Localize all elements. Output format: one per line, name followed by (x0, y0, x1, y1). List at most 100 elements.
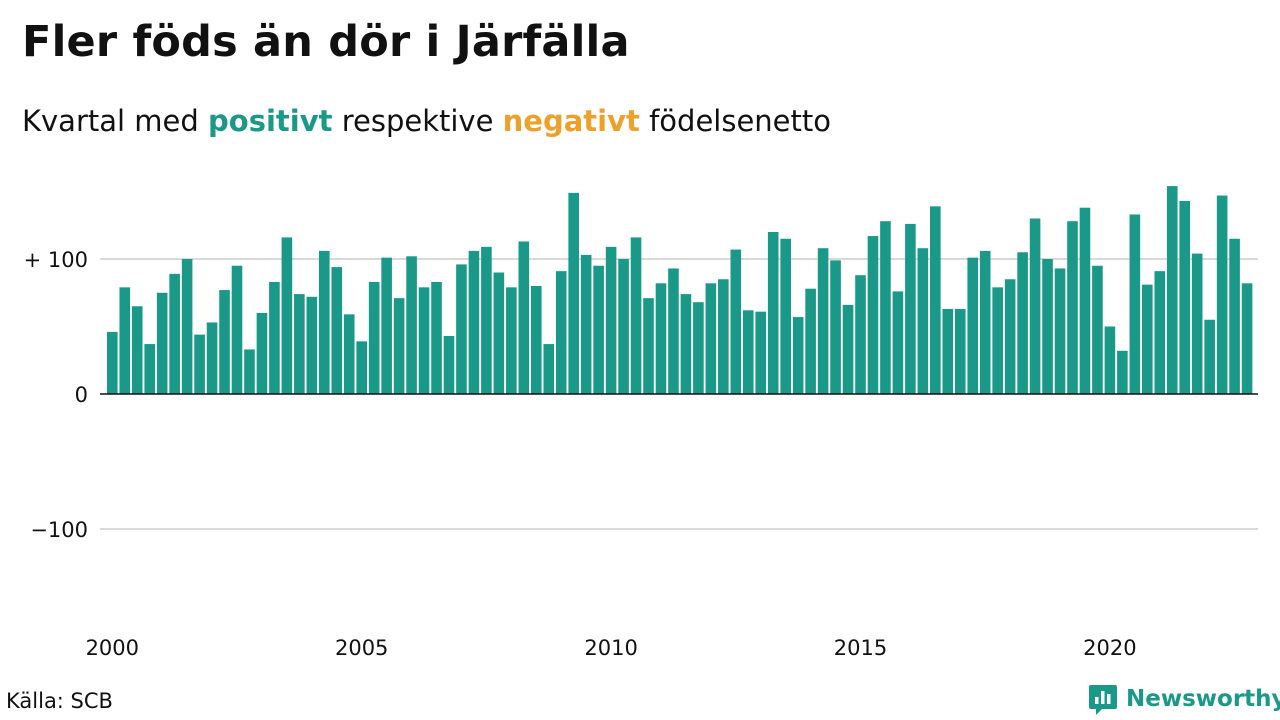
bar (668, 268, 679, 394)
bar (306, 296, 318, 394)
bar (767, 232, 779, 394)
bar (468, 250, 480, 394)
bar (1241, 283, 1253, 394)
bar (256, 313, 268, 394)
bar (418, 287, 430, 394)
bar (1204, 319, 1215, 394)
bar (730, 249, 742, 394)
bar (605, 246, 617, 394)
bar (518, 241, 530, 394)
bar (630, 237, 642, 394)
bar (281, 237, 293, 394)
bar (742, 310, 754, 394)
bar (331, 267, 343, 394)
bar (443, 335, 455, 394)
subtitle-negative-word: negativt (502, 104, 640, 138)
bar (892, 291, 904, 394)
bar (1079, 207, 1091, 394)
bar (967, 257, 979, 394)
x-tick-label: 2010 (584, 636, 637, 660)
y-tick-label: + 100 (24, 248, 88, 272)
bar (194, 334, 205, 394)
bar (593, 265, 604, 394)
bar (1229, 238, 1240, 394)
bar (1142, 284, 1153, 394)
bar (992, 287, 1003, 394)
bar (1017, 252, 1028, 394)
bar (780, 238, 791, 394)
bar (1117, 350, 1128, 394)
bar (917, 248, 929, 394)
y-tick-label: 0 (75, 383, 88, 407)
bar (655, 283, 667, 394)
bar (1054, 268, 1066, 394)
chart-title: Fler föds än dör i Järfälla (22, 17, 630, 67)
bar (1029, 218, 1041, 394)
bar (368, 281, 380, 394)
bar (144, 344, 156, 394)
bar (954, 308, 966, 394)
bar (493, 272, 505, 394)
bar (481, 246, 492, 394)
bar (169, 273, 180, 394)
bar (867, 236, 879, 394)
bar (905, 223, 916, 394)
bar (568, 192, 579, 394)
bar (792, 317, 804, 394)
subtitle-middle: respektive (332, 104, 503, 138)
bar (119, 287, 131, 394)
bars (107, 186, 1253, 394)
bar (181, 259, 193, 394)
axes: + 100 0 −100 2000 2005 2010 2015 2020 (24, 248, 1258, 660)
subtitle-suffix: födelsenetto (639, 104, 831, 138)
chart-subtitle: Kvartal med positivt respektive negativt… (22, 100, 831, 142)
bar (431, 281, 442, 394)
bar (842, 304, 854, 394)
bar (643, 298, 654, 394)
bar (219, 290, 230, 394)
bar (356, 341, 367, 394)
bar (580, 254, 592, 394)
subtitle-positive-word: positivt (208, 104, 333, 138)
bar (1154, 271, 1166, 394)
newsworthy-chart-logo-icon (1089, 685, 1117, 715)
bar (393, 298, 405, 394)
bar (1067, 221, 1078, 394)
bar (294, 294, 305, 394)
bar (693, 302, 704, 394)
bar (206, 322, 218, 394)
bar (942, 308, 954, 394)
brand-logo[interactable]: Newsworthy (1088, 682, 1280, 716)
bar (1191, 253, 1203, 394)
y-tick-label: −100 (30, 518, 88, 542)
bar (269, 281, 280, 394)
bar (506, 287, 517, 394)
bar (318, 250, 330, 394)
x-tick-label: 2005 (335, 636, 388, 660)
bar (1004, 279, 1016, 394)
x-tick-label: 2015 (834, 636, 887, 660)
bar (817, 248, 829, 394)
bar (680, 294, 692, 394)
bar (618, 259, 629, 394)
bar (930, 206, 941, 394)
bar (830, 260, 841, 394)
gridlines (100, 258, 1258, 530)
bar (543, 344, 555, 394)
bar (705, 283, 717, 394)
bar (1129, 214, 1141, 394)
bar (880, 221, 891, 394)
brand-name: Newsworthy (1126, 686, 1280, 712)
bar (107, 331, 118, 394)
source-note: Källa: SCB (6, 689, 113, 713)
bar (805, 288, 816, 394)
x-tick-label: 2000 (86, 636, 139, 660)
bar (156, 292, 168, 394)
bar (406, 256, 417, 394)
bar (1166, 186, 1178, 394)
bar (131, 306, 143, 394)
bar (231, 265, 243, 394)
bar (530, 286, 542, 394)
bar (381, 257, 392, 394)
